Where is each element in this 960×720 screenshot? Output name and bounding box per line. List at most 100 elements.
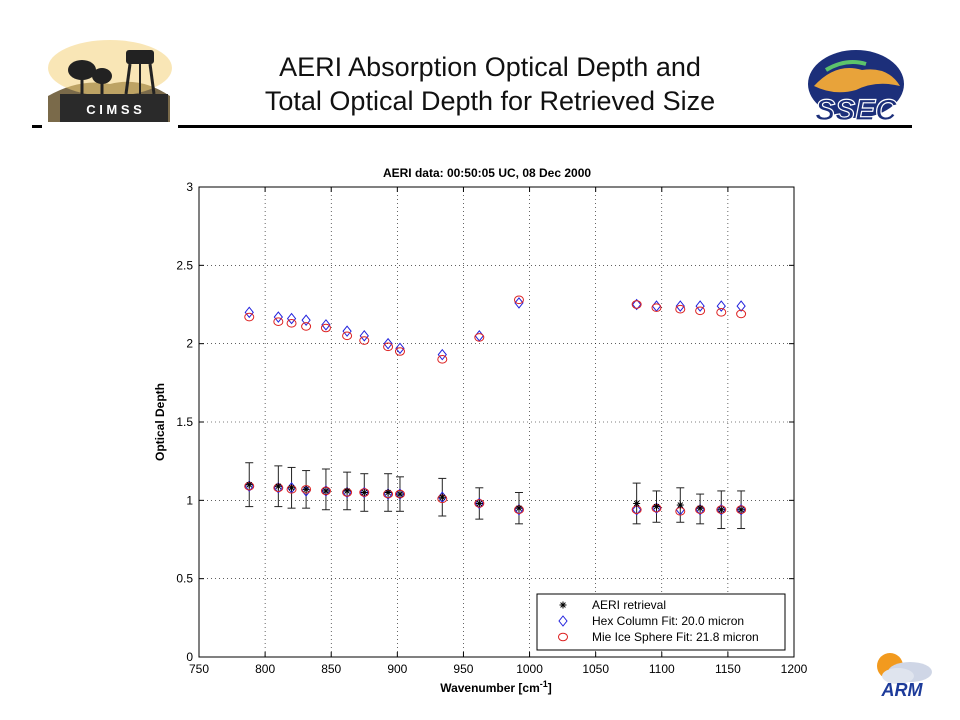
asterisk-stroke <box>677 502 684 508</box>
mie-sphere-point <box>286 319 297 328</box>
legend-box <box>536 593 786 651</box>
mie-sphere-point <box>474 333 485 342</box>
mie-sphere-point <box>675 304 686 314</box>
asterisk-stroke <box>303 486 309 493</box>
svg-text:✦: ✦ <box>810 50 822 66</box>
x-axis-label-sup: -1 <box>540 679 548 689</box>
mie-sphere-point <box>383 342 394 352</box>
arm-logo: ARM <box>877 653 932 700</box>
mie-sphere-point-absorption <box>736 505 747 515</box>
aeri-retrieval-point <box>343 487 351 495</box>
aeri-retrieval-point <box>274 482 282 490</box>
legend-label: Mie Ice Sphere Fit: 21.8 micron <box>592 630 759 644</box>
mie-sphere-point-absorption <box>716 505 727 515</box>
hex-column-point <box>437 348 447 361</box>
asterisk-stroke <box>275 483 282 490</box>
hex-column-point <box>359 330 369 342</box>
y-tick-label: 1 <box>186 493 193 507</box>
hex-column-point <box>736 300 746 312</box>
hex-column-point <box>301 314 311 326</box>
mie-sphere-point <box>320 323 331 333</box>
aeri-retrieval-point <box>676 501 684 509</box>
hex-column-point <box>474 330 484 342</box>
hex-column-point <box>383 337 393 350</box>
hex-column-point <box>286 312 297 325</box>
mie-sphere-point-absorption <box>320 486 331 496</box>
hex-column-point-absorption <box>736 503 746 516</box>
arm-logo-text: ARM <box>881 680 924 700</box>
asterisk-stroke <box>560 602 566 608</box>
aeri-retrieval-point <box>652 503 660 511</box>
asterisk-stroke <box>344 488 350 494</box>
legend-marker <box>558 615 568 627</box>
asterisk-stroke <box>718 506 725 513</box>
hex-column-point <box>342 325 352 337</box>
aeri-retrieval-point <box>633 499 641 507</box>
hex-column-point <box>675 300 685 312</box>
asterisk-stroke <box>697 505 703 511</box>
asterisk-stroke <box>397 491 403 497</box>
mie-sphere-point <box>631 300 642 309</box>
x-axis-label: Wavenumber [cm-1] <box>440 679 552 695</box>
hex-column-point-absorption <box>474 497 484 510</box>
x-axis-label-main: Wavenumber [cm <box>440 681 540 695</box>
aeri-retrieval-point <box>717 506 725 514</box>
plot-frame <box>198 186 795 658</box>
title-divider <box>32 125 912 128</box>
aeri-retrieval-point <box>384 489 392 496</box>
mie-sphere-point <box>359 336 370 345</box>
mie-sphere-point <box>513 295 524 305</box>
hex-column-point-absorption <box>632 503 642 516</box>
mie-sphere-point <box>301 322 312 331</box>
asterisk-stroke <box>323 488 329 494</box>
hex-column-point <box>651 300 662 312</box>
hex-column-point <box>632 298 642 311</box>
aeri-retrieval-point <box>322 487 330 495</box>
aeri-retrieval-point <box>288 484 296 492</box>
hex-column-point-absorption <box>395 488 405 500</box>
asterisk-stroke <box>385 489 391 496</box>
mie-sphere-point <box>437 355 448 364</box>
aeri-retrieval-point <box>475 499 483 507</box>
x-tick-label: 850 <box>321 662 341 676</box>
aeri-retrieval-point <box>302 485 310 493</box>
hex-column-point <box>244 306 254 319</box>
hex-column-point <box>395 342 405 355</box>
asterisk-stroke <box>516 505 522 511</box>
x-tick-label: 800 <box>255 662 275 676</box>
mie-sphere-point <box>394 347 405 356</box>
ssec-logo: ✦ SSEC <box>808 50 904 126</box>
y-tick-label: 0 <box>186 650 193 664</box>
legend-label: Hex Column Fit: 20.0 micron <box>592 614 744 628</box>
marks-layer <box>244 295 747 530</box>
aeri-retrieval-point <box>696 504 704 512</box>
mie-sphere-point-absorption <box>301 485 312 494</box>
ssec-logo-text: SSEC <box>815 94 898 126</box>
slide-title: AERI Absorption Optical Depth and Total … <box>180 50 800 118</box>
aeri-retrieval-point <box>737 506 745 514</box>
x-tick-label: 1050 <box>582 662 609 676</box>
y-tick-label: 3 <box>186 180 193 194</box>
x-tick-label: 1150 <box>715 662 741 676</box>
mie-sphere-point-absorption <box>394 489 405 499</box>
asterisk-stroke <box>476 500 483 507</box>
y-tick-label: 0.5 <box>176 572 193 586</box>
mie-sphere-point <box>651 303 662 312</box>
mie-sphere-point <box>695 306 706 316</box>
y-tick-label: 1.5 <box>176 415 193 429</box>
mie-sphere-point <box>716 308 727 317</box>
x-axis-label-end: ] <box>548 681 552 695</box>
y-tick-label: 2 <box>186 337 193 351</box>
asterisk-stroke <box>288 484 295 491</box>
hex-column-point <box>514 297 524 309</box>
grid-layer <box>199 187 794 657</box>
hex-column-point <box>716 300 726 312</box>
x-tick-label: 900 <box>387 662 407 676</box>
asterisk-stroke <box>633 500 640 507</box>
aeri-retrieval-point <box>360 489 368 496</box>
x-tick-label: 950 <box>453 662 473 676</box>
asterisk-stroke <box>738 506 744 513</box>
mie-sphere-point <box>244 312 255 322</box>
aeri-retrieval-point <box>396 490 404 498</box>
aeri-retrieval-point <box>438 493 446 501</box>
